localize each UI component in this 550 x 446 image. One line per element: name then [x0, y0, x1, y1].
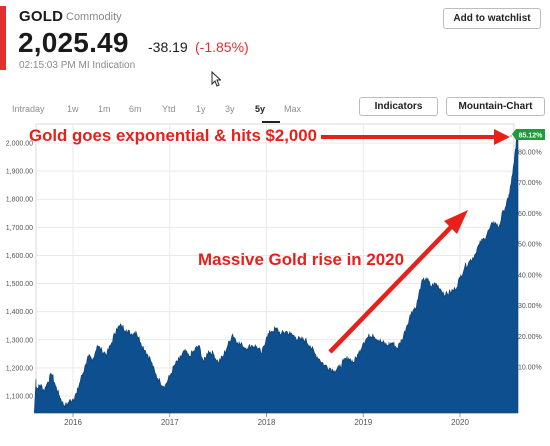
add-to-watchlist-button[interactable]: Add to watchlist: [443, 8, 541, 29]
symbol-label: GOLD: [19, 8, 64, 25]
y-right-tick-label: 80.00%: [518, 150, 542, 157]
tab-1y[interactable]: 1y: [196, 104, 206, 114]
last-value-marker: 85.12%: [512, 129, 545, 140]
last-price: 2,025.49: [18, 27, 129, 58]
y-tick-label: 1,200.00: [6, 365, 33, 372]
price-change-percent: (-1.85%): [195, 39, 249, 55]
y-right-tick-label: 20.00%: [518, 334, 542, 341]
mouse-pointer-icon: [211, 71, 221, 87]
x-tick-label: 2016: [64, 418, 82, 427]
y-right-tick-label: 10.00%: [518, 365, 542, 372]
tab-1w[interactable]: 1w: [67, 104, 79, 114]
y-tick-label: 1,300.00: [6, 337, 33, 344]
y-right-tick-label: 40.00%: [518, 272, 542, 279]
tab-max[interactable]: Max: [284, 104, 302, 114]
x-tick-label: 2017: [161, 418, 179, 427]
tab-1m[interactable]: 1m: [98, 104, 111, 114]
tab-intraday[interactable]: Intraday: [12, 104, 45, 114]
y-tick-label: 1,500.00: [6, 281, 33, 288]
y-tick-label: 1,900.00: [6, 169, 33, 176]
y-tick-label: 1,600.00: [6, 253, 33, 260]
x-tick-label: 2019: [354, 418, 372, 427]
last-value-marker-label: 85.12%: [519, 133, 544, 140]
tab-3y[interactable]: 3y: [225, 104, 235, 114]
category-label: Commodity: [66, 11, 122, 23]
tab-6m[interactable]: 6m: [129, 104, 142, 114]
y-tick-label: 1,400.00: [6, 309, 33, 316]
annotation-middle-text: Massive Gold rise in 2020: [198, 251, 404, 269]
annotation-top-text: Gold goes exponential & hits $2,000: [29, 127, 317, 145]
price-area-layer: [33, 135, 519, 414]
quote-timestamp: 02:15:03 PM MI Indication: [19, 60, 136, 71]
price-change-indicator-bar: [0, 6, 6, 70]
annotation-middle-arrow: [328, 210, 468, 354]
y-tick-label: 1,700.00: [6, 225, 33, 232]
active-tab-underline: [262, 121, 280, 123]
y-right-tick-label: 70.00%: [518, 180, 542, 187]
price-change: -38.19: [148, 39, 188, 55]
y-tick-label: 1,800.00: [6, 197, 33, 204]
chart-toolbar: Intraday 1w 1m 6m Ytd 1y 3y 5y Max: [0, 95, 550, 123]
y-tick-label: 2,000.00: [6, 141, 33, 148]
tab-ytd[interactable]: Ytd: [162, 104, 176, 114]
tab-5y[interactable]: 5y: [255, 104, 266, 114]
y-right-tick-label: 30.00%: [518, 303, 542, 310]
annotation-top-arrow: [321, 129, 510, 145]
x-tick-label: 2020: [451, 418, 469, 427]
chart-style-button[interactable]: Mountain-Chart: [446, 97, 545, 116]
x-axis-labels: 2016 2017 2018 2019 2020: [64, 418, 469, 427]
y-right-tick-label: 50.00%: [518, 242, 542, 249]
y-axis-right-labels: 10.00% 20.00% 30.00% 40.00% 50.00% 60.00% 70.0…: [518, 150, 542, 372]
x-tick-label: 2018: [258, 418, 276, 427]
y-right-tick-label: 60.00%: [518, 211, 542, 218]
price-area-series: [33, 135, 519, 414]
y-tick-label: 1,100.00: [6, 394, 33, 401]
indicators-button[interactable]: Indicators: [359, 97, 438, 116]
y-axis-left-labels: 1,100.00 1,200.00 1,300.00 1,400.00 1,500.00…: [6, 141, 33, 401]
quote-header: GOLD Commodity 2,025.49 -38.19 (-1.85%) …: [0, 0, 550, 80]
